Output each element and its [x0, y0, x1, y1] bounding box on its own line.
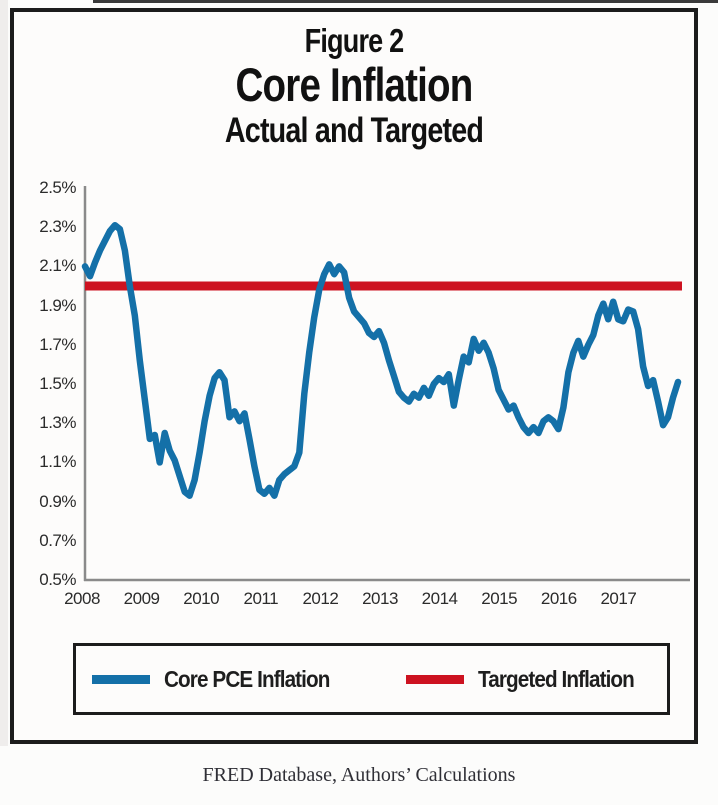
- figure-number: Figure 2: [304, 22, 405, 59]
- legend-entry-core-pce: Core PCE Inflation: [92, 666, 348, 693]
- core-pce-line-swatch: [92, 674, 150, 684]
- figure-frame: Figure 2 Core Inflation Actual and Targe…: [10, 8, 698, 744]
- legend-entry-targeted: Targeted Inflation: [405, 665, 651, 693]
- targeted-legend-label: Targeted Inflation: [477, 665, 635, 692]
- core-pce-legend-label: Core PCE Inflation: [164, 665, 330, 692]
- source-caption: FRED Database, Authors’ Calculations: [202, 764, 516, 786]
- targeted-line-swatch: [405, 674, 464, 684]
- legend-box: Core PCE Inflation Targeted Inflation: [73, 643, 670, 715]
- figure-title: Core Inflation: [235, 57, 474, 111]
- page-left-edge-artifact: [0, 0, 8, 746]
- figure-title-block: Figure 2 Core Inflation Actual and Targe…: [75, 22, 633, 153]
- core-pce-inflation-line: [81, 221, 682, 499]
- inflation-line-chart: [81, 186, 690, 582]
- page-top-edge-artifact: [93, 0, 718, 3]
- figure-subtitle: Actual and Targeted: [224, 111, 484, 151]
